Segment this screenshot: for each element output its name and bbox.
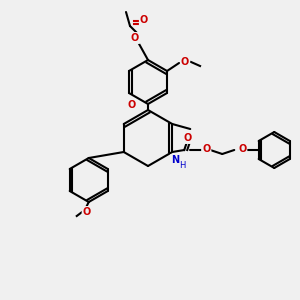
Text: H: H	[179, 161, 185, 170]
Text: O: O	[181, 57, 189, 67]
Text: O: O	[82, 207, 91, 217]
Text: O: O	[131, 33, 139, 43]
Text: O: O	[202, 144, 210, 154]
Text: O: O	[140, 15, 148, 25]
Text: O: O	[183, 133, 191, 143]
Text: N: N	[171, 155, 179, 165]
Text: O: O	[238, 144, 246, 154]
Text: O: O	[128, 100, 136, 110]
